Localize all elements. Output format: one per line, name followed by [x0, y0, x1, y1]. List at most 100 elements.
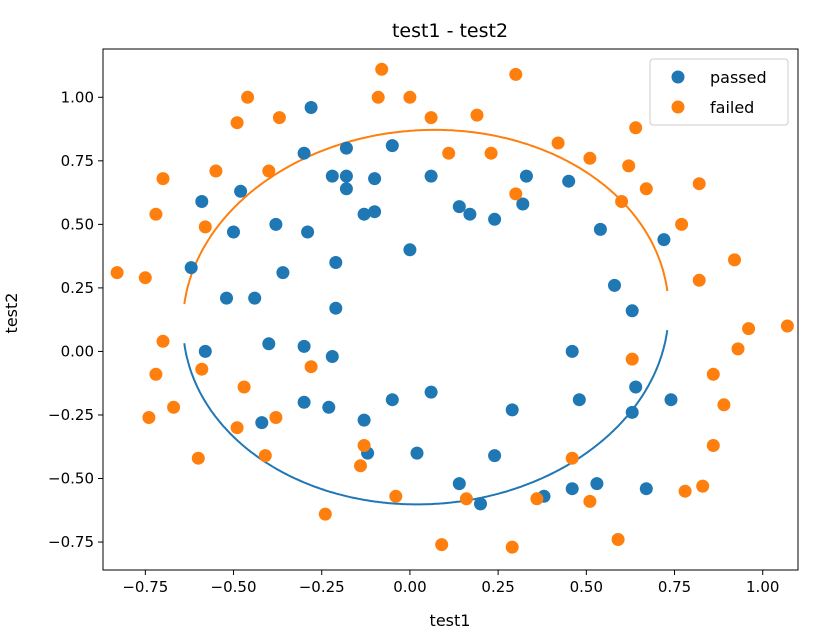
- x-tick-label: −0.75: [122, 578, 168, 596]
- point-failed: [354, 459, 367, 473]
- point-passed: [184, 261, 198, 275]
- point-passed: [269, 217, 283, 231]
- y-tick-label: −0.50: [48, 470, 94, 488]
- point-failed: [149, 207, 163, 221]
- point-failed: [442, 146, 456, 160]
- x-tick-label: −0.25: [299, 578, 345, 596]
- point-passed: [452, 200, 466, 214]
- point-passed: [410, 446, 424, 460]
- point-failed: [371, 90, 385, 104]
- point-passed: [325, 169, 339, 183]
- point-failed: [304, 360, 318, 374]
- point-passed: [625, 304, 639, 318]
- point-failed: [191, 451, 205, 465]
- point-passed: [657, 233, 671, 247]
- point-failed: [615, 195, 629, 208]
- point-passed: [368, 172, 382, 186]
- point-failed: [565, 451, 579, 465]
- point-failed: [167, 400, 181, 414]
- point-passed: [220, 291, 233, 305]
- point-failed: [230, 116, 244, 130]
- legend-box: [649, 58, 789, 126]
- point-passed: [488, 212, 502, 226]
- point-passed: [339, 182, 353, 196]
- point-failed: [530, 492, 544, 506]
- plot-area: [102, 48, 799, 571]
- point-failed: [198, 220, 212, 234]
- point-passed: [385, 139, 399, 153]
- point-failed: [318, 507, 332, 521]
- point-passed: [255, 416, 269, 430]
- point-passed: [339, 141, 353, 155]
- point-passed: [424, 385, 438, 399]
- point-passed: [608, 278, 621, 292]
- point-failed: [258, 449, 272, 463]
- point-passed: [593, 222, 607, 236]
- point-passed: [325, 350, 339, 363]
- x-tick-label: 1.00: [746, 578, 779, 596]
- point-failed: [692, 177, 706, 191]
- point-passed: [474, 497, 487, 511]
- point-failed: [728, 253, 741, 267]
- point-failed: [505, 540, 519, 554]
- point-passed: [519, 169, 533, 183]
- y-tick-label: −0.25: [48, 406, 94, 424]
- point-failed: [717, 398, 731, 412]
- point-failed: [156, 172, 170, 186]
- legend-label-failed: failed: [710, 98, 754, 117]
- point-failed: [149, 367, 163, 381]
- y-tick-label: −0.75: [48, 533, 94, 551]
- point-failed: [209, 164, 223, 178]
- point-passed: [625, 405, 639, 419]
- point-failed: [639, 182, 653, 196]
- point-failed: [269, 411, 283, 424]
- point-passed: [357, 413, 371, 427]
- point-failed: [622, 159, 636, 173]
- point-failed: [357, 439, 371, 452]
- x-tick-label: 0.75: [658, 578, 691, 596]
- point-failed: [742, 322, 756, 336]
- y-tick-label: 1.00: [61, 88, 94, 106]
- y-tick-label: 0.25: [61, 279, 94, 297]
- point-failed: [696, 479, 710, 493]
- point-passed: [322, 400, 336, 414]
- point-failed: [424, 111, 438, 125]
- point-passed: [195, 195, 209, 208]
- point-passed: [304, 101, 318, 114]
- axis-ticks: −0.75 −0.50 −0.25 0.00 0.25 0.50 0.75 1.00 −0.75…: [48, 88, 779, 596]
- x-tick-label: −0.50: [211, 578, 257, 596]
- point-failed: [583, 494, 597, 508]
- y-tick-label: 0.50: [61, 215, 94, 233]
- legend-label-passed: passed: [710, 68, 767, 87]
- legend: passed failed: [649, 58, 789, 126]
- point-failed: [262, 164, 276, 178]
- point-failed: [435, 538, 449, 552]
- point-failed: [241, 90, 255, 104]
- y-tick-label: 0.75: [61, 152, 94, 170]
- point-passed: [385, 393, 399, 407]
- point-failed: [675, 217, 689, 231]
- point-failed: [583, 151, 597, 165]
- point-passed: [639, 482, 653, 496]
- point-failed: [138, 271, 152, 285]
- chart-title: test1 - test2: [392, 20, 508, 42]
- point-passed: [357, 207, 371, 221]
- point-failed: [509, 67, 523, 81]
- point-passed: [234, 184, 248, 198]
- x-tick-label: 0.50: [570, 578, 603, 596]
- point-failed: [706, 439, 720, 452]
- point-failed: [375, 62, 389, 76]
- point-failed: [230, 421, 244, 435]
- point-passed: [565, 344, 579, 358]
- point-failed: [237, 380, 251, 394]
- point-failed: [195, 362, 209, 376]
- x-axis-label: test1: [430, 611, 471, 630]
- point-failed: [484, 146, 498, 160]
- point-passed: [297, 395, 311, 409]
- point-passed: [403, 243, 417, 257]
- point-failed: [780, 319, 794, 333]
- point-failed: [156, 334, 170, 348]
- point-failed: [706, 367, 720, 381]
- point-failed: [110, 266, 124, 280]
- point-passed: [463, 207, 477, 221]
